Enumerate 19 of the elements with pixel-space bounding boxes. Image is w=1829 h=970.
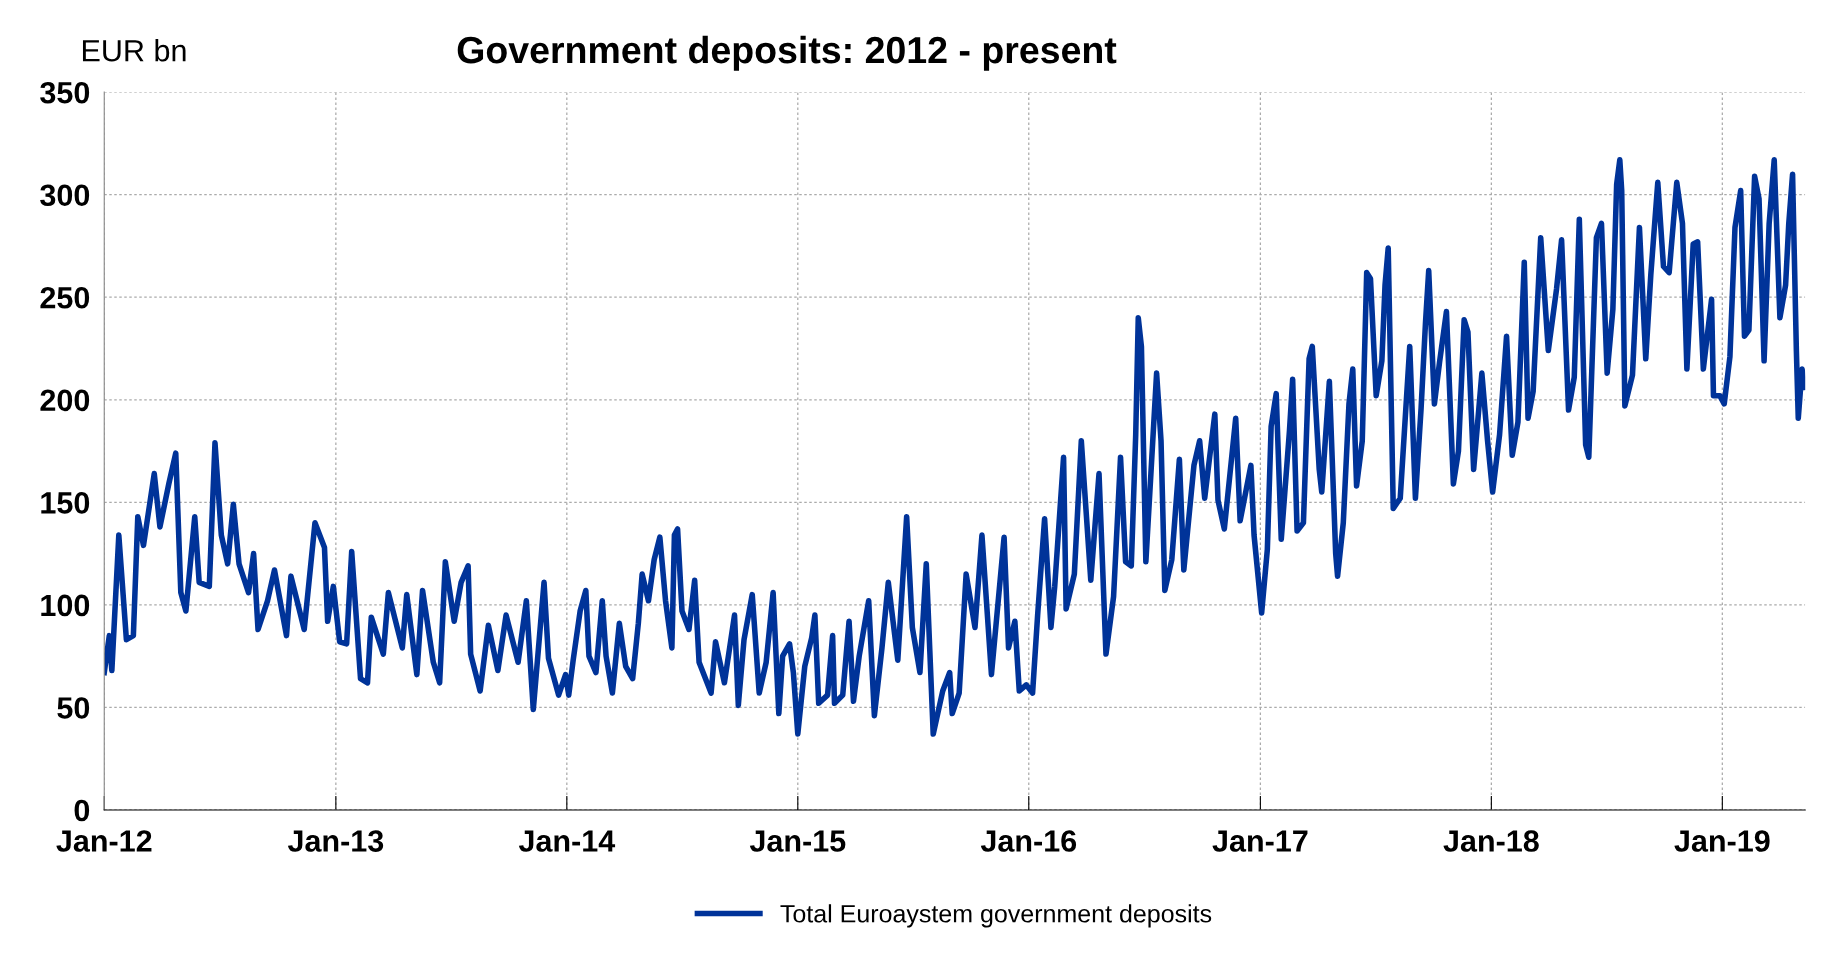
y-tick-label: 100 [41,594,90,617]
chart-title: Government deposits: 2012 - present [457,35,1117,71]
y-tick-label: 300 [40,184,90,207]
y-tick-label: 50 [57,697,90,719]
y-tick-label: 200 [40,389,90,412]
x-tick-label: Jan-17 [1212,830,1308,852]
y-tick-label: 0 [74,799,90,822]
y-tick-label: 250 [40,286,90,309]
x-tick-label: Jan-14 [518,830,616,852]
y-axis-title: EUR bn [82,39,186,62]
x-tick-label: Jan-12 [56,830,152,852]
legend-label: Total Euroaystem government deposits [780,904,1212,928]
y-tick-label: 350 [40,81,90,104]
x-tick-label: Jan-15 [749,830,846,852]
x-tick-label: Jan-16 [980,830,1077,852]
y-tick-label: 150 [41,492,90,514]
x-tick-label: Jan-18 [1443,830,1539,852]
x-tick-label: Jan-19 [1674,830,1770,852]
x-tick-label: Jan-13 [287,830,384,852]
